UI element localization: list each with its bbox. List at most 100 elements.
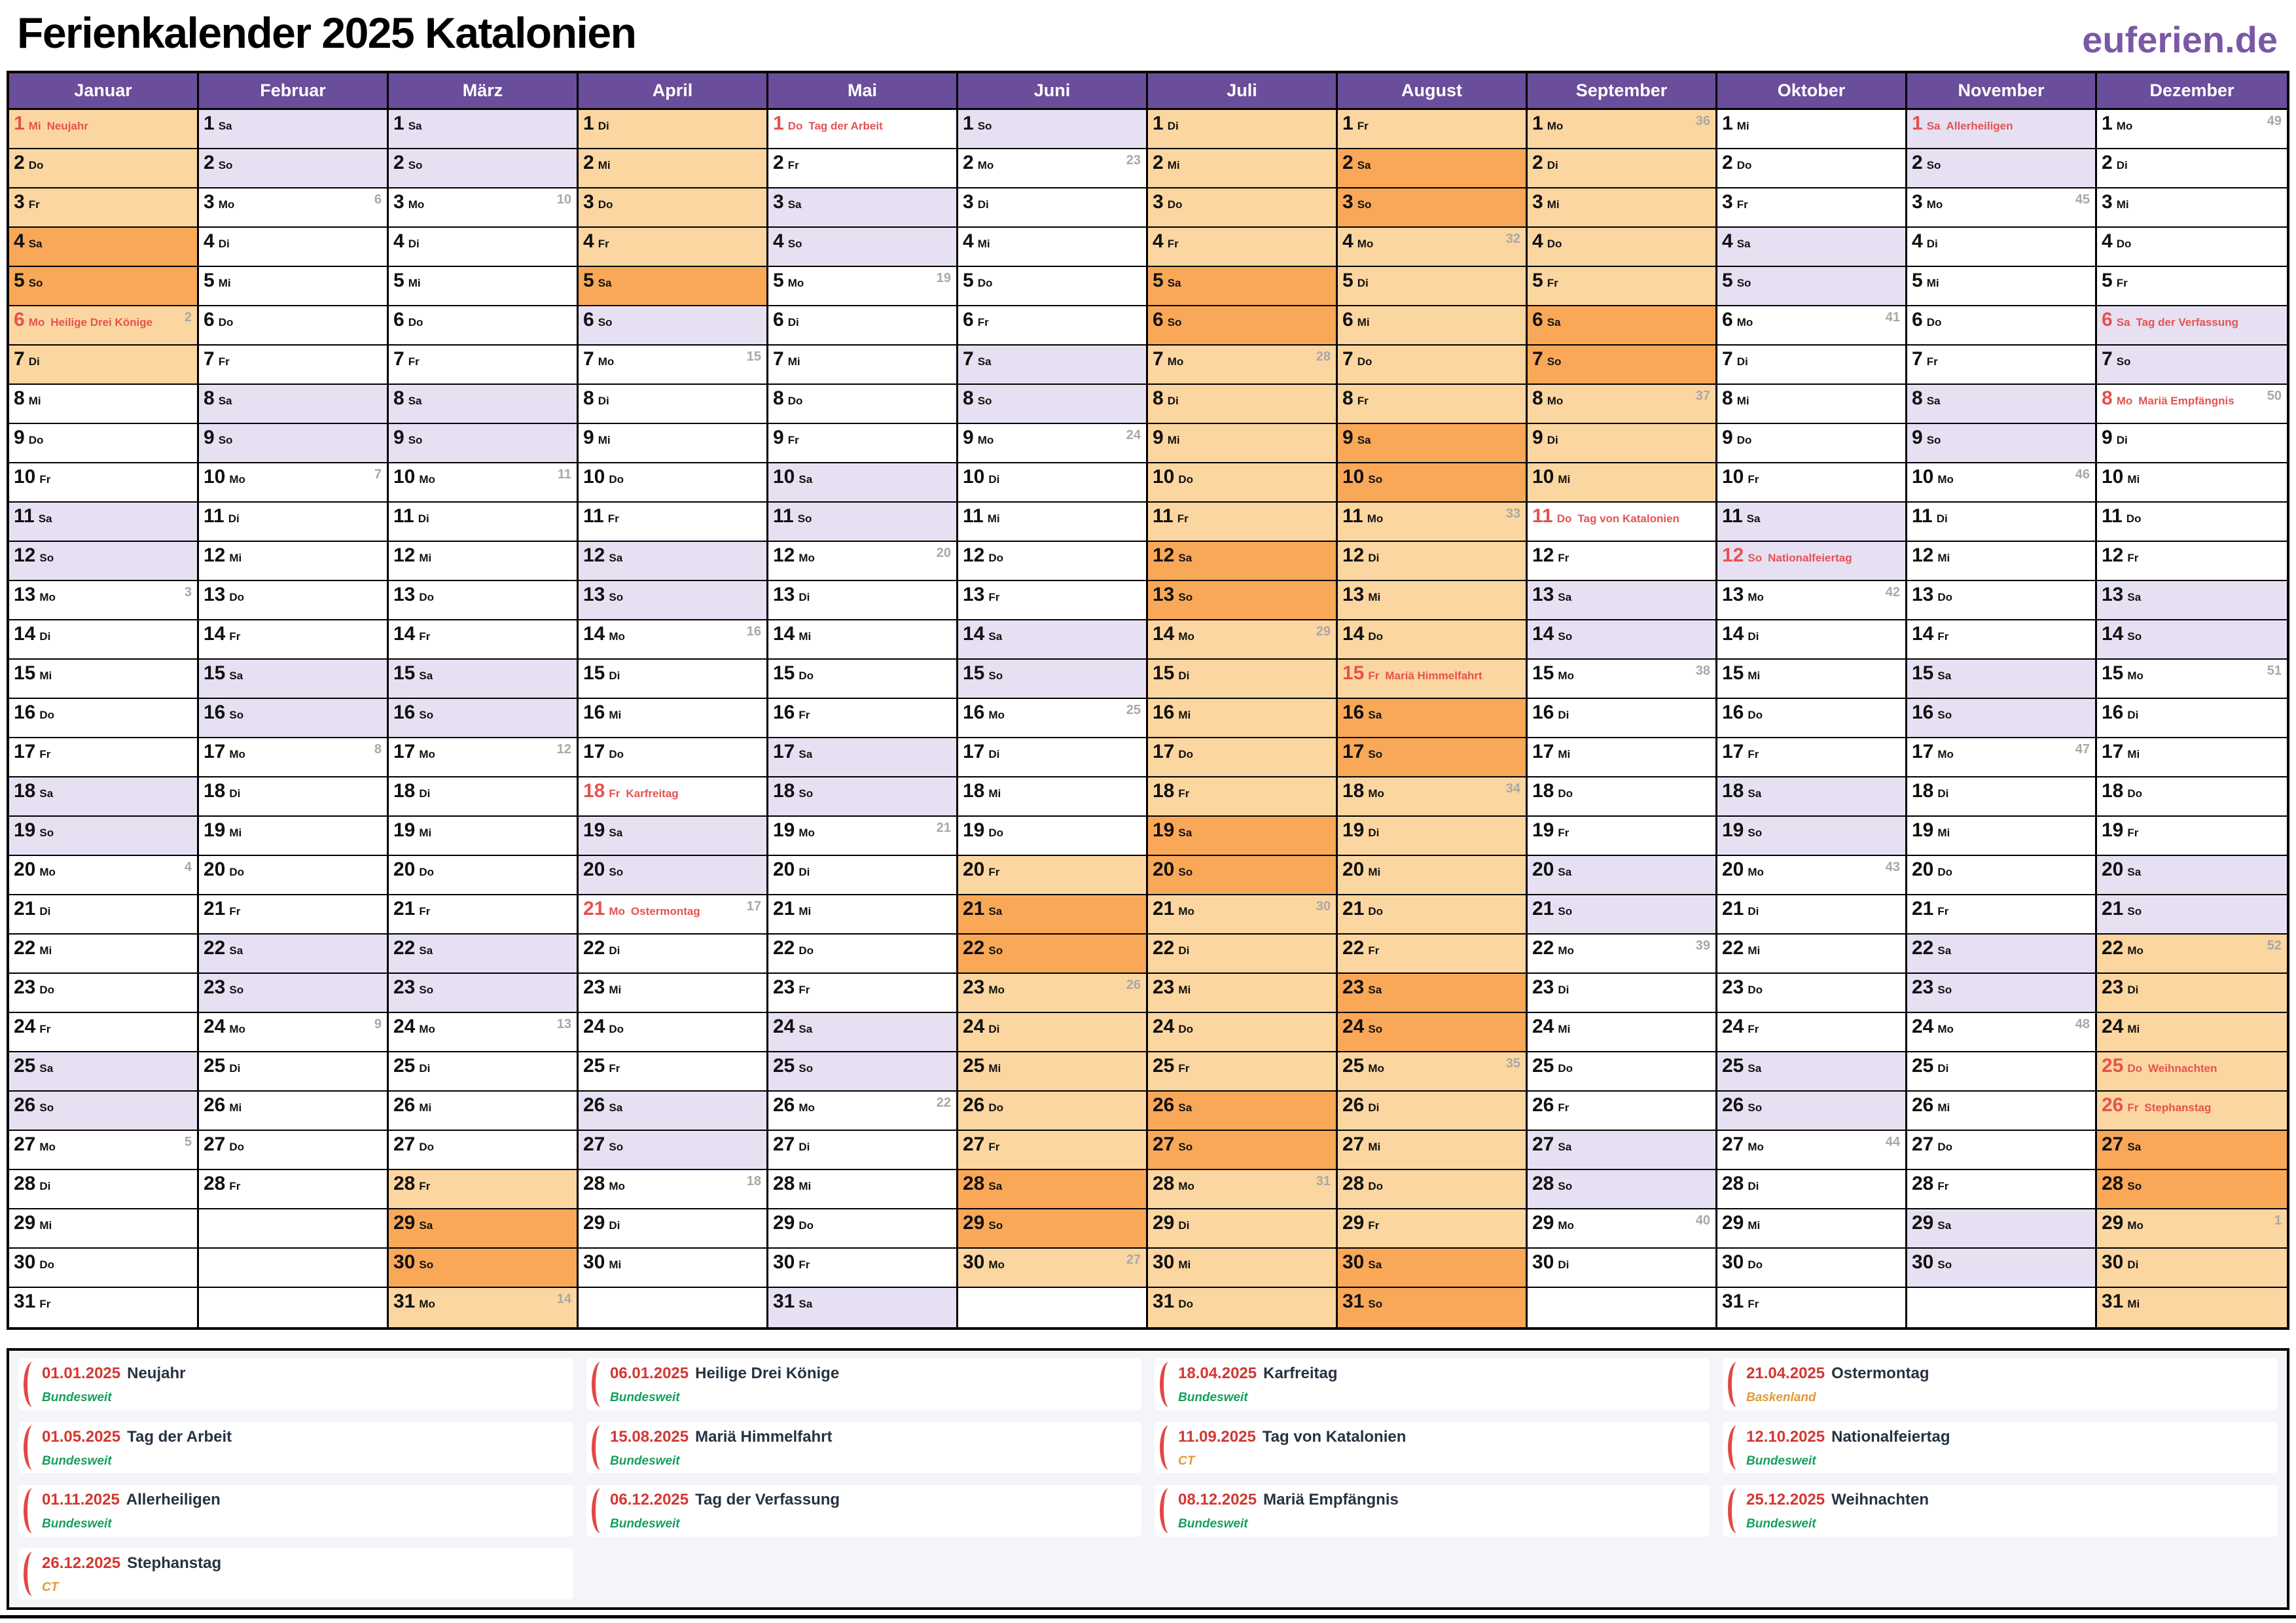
day-cell-oktober-25: 25 Sa (1717, 1052, 1905, 1092)
week-number: 46 (2075, 467, 2090, 482)
day-number: 23 (2102, 976, 2124, 998)
weekday-label: Fr (419, 905, 431, 918)
day-cell-april-21: 21 Mo Ostermontag 17 (579, 895, 766, 935)
day-number: 12 (14, 544, 36, 566)
day-number: 15 (1722, 662, 1744, 684)
day-cell-oktober-28: 28 Di (1717, 1170, 1905, 1209)
day-cell-juli-17: 17 Do (1148, 738, 1336, 777)
empty-cell-april-31 (579, 1288, 766, 1327)
weekday-label: Mo (1368, 787, 1384, 800)
weekday-label: Sa (1178, 552, 1193, 564)
weekday-label: Do (1748, 1258, 1763, 1271)
weekday-label: Do (1556, 512, 1572, 525)
weekday-label: Mo (988, 1258, 1005, 1271)
month-header-april: April (579, 73, 766, 110)
weekday-label: Do (977, 277, 993, 289)
day-cell-februar-6: 6 Do (199, 306, 387, 346)
legend-region-label: Bundesweit (1178, 1391, 1248, 1404)
weekday-label: Mi (1937, 1101, 1950, 1114)
day-number: 6 (14, 309, 25, 330)
weekday-label: Sa (2127, 866, 2142, 878)
day-number: 2 (963, 152, 974, 173)
weekday-label: Do (1368, 905, 1384, 918)
weekday-label: So (229, 709, 244, 721)
day-number: 27 (1912, 1133, 1934, 1155)
weekday-label: So (609, 591, 624, 603)
weekday-label: Mi (1748, 669, 1761, 682)
day-cell-oktober-5: 5 So (1717, 267, 1905, 306)
day-cell-oktober-9: 9 Do (1717, 424, 1905, 463)
day-number: 26 (963, 1094, 985, 1116)
day-cell-märz-30: 30 So (389, 1249, 577, 1288)
day-cell-november-25: 25 Di (1907, 1052, 2095, 1092)
day-cell-februar-9: 9 So (199, 424, 387, 463)
legend-holiday-name: Heilige Drei Könige (695, 1364, 840, 1382)
day-number: 20 (1722, 859, 1744, 880)
red-bracket-icon (1160, 1362, 1170, 1407)
weekday-label: Di (2116, 159, 2128, 171)
legend-date: 12.10.2025 (1746, 1427, 1825, 1446)
day-number: 9 (583, 427, 594, 448)
day-number: 4 (963, 230, 974, 252)
weekday-label: Di (2127, 984, 2139, 996)
weekday-label: Di (39, 905, 51, 918)
empty-cell-september-31 (1528, 1288, 1715, 1327)
day-number: 28 (1532, 1173, 1554, 1194)
day-number: 5 (1342, 270, 1354, 291)
day-cell-märz-8: 8 Sa (389, 385, 577, 424)
weekday-label: Mo (1937, 1023, 1954, 1035)
day-number: 26 (393, 1094, 416, 1116)
day-number: 28 (2102, 1173, 2124, 1194)
week-number: 2 (184, 310, 192, 325)
day-cell-februar-1: 1 Sa (199, 110, 387, 149)
weekday-label: Sa (1926, 395, 1941, 407)
weekday-label: Mi (798, 1180, 812, 1192)
day-cell-november-20: 20 Do (1907, 856, 2095, 895)
day-cell-januar-26: 26 So (9, 1092, 197, 1131)
day-cell-juli-28: 28 Mo 31 (1148, 1170, 1336, 1209)
day-number: 18 (583, 780, 605, 802)
weekday-label: Sa (1937, 669, 1952, 682)
day-number: 31 (773, 1291, 795, 1312)
day-cell-juni-28: 28 Sa (958, 1170, 1146, 1209)
day-cell-dezember-30: 30 Di (2097, 1249, 2287, 1288)
day-number: 15 (393, 662, 416, 684)
day-cell-juni-7: 7 Sa (958, 346, 1146, 385)
day-number: 28 (963, 1173, 985, 1194)
day-number: 12 (1912, 544, 1934, 566)
weekday-label: Mo (39, 866, 56, 878)
day-number: 29 (773, 1212, 795, 1234)
weekday-label: So (1178, 866, 1193, 878)
day-number: 28 (14, 1173, 36, 1194)
day-cell-mai-15: 15 Do (768, 660, 956, 699)
day-cell-januar-30: 30 Do (9, 1249, 197, 1288)
day-cell-mai-16: 16 Fr (768, 699, 956, 738)
empty-cell-november-31 (1907, 1288, 2095, 1327)
day-cell-märz-13: 13 Do (389, 581, 577, 620)
day-number: 21 (204, 898, 226, 919)
day-number: 7 (963, 348, 974, 370)
week-number: 23 (1126, 153, 1141, 168)
weekday-label: Mi (408, 277, 421, 289)
weekday-label: So (39, 552, 54, 564)
day-cell-november-19: 19 Mi (1907, 817, 2095, 856)
day-cell-februar-25: 25 Di (199, 1052, 387, 1092)
weekday-label: Mi (988, 787, 1001, 800)
year-calendar-table: Januar 1 Mi Neujahr 2 Do 3 Fr 4 Sa 5 So 6 Mo Heilige D… (7, 71, 2289, 1330)
day-number: 9 (773, 427, 784, 448)
month-column-august: August 1 Fr 2 Sa 3 So 4 Mo 32 5 Di 6 Mi 7 Do 8 Fr 9 Sa 10 So 1… (1338, 73, 1528, 1327)
day-cell-juli-2: 2 Mi (1148, 149, 1336, 188)
day-number: 17 (963, 741, 985, 762)
weekday-label: Mi (1736, 395, 1749, 407)
weekday-label: Sa (2127, 591, 2142, 603)
day-number: 10 (1912, 466, 1934, 488)
legend-entry-21.04.2025: 21.04.2025 Ostermontag Baskenland (1723, 1359, 2278, 1410)
day-cell-mai-9: 9 Fr (768, 424, 956, 463)
day-number: 1 (204, 113, 215, 134)
legend-holiday-name: Neujahr (127, 1364, 186, 1382)
weekday-label: Do (1558, 1062, 1573, 1075)
day-number: 8 (204, 387, 215, 409)
day-number: 5 (204, 270, 215, 291)
week-number: 25 (1126, 703, 1141, 717)
day-number: 19 (204, 819, 226, 841)
